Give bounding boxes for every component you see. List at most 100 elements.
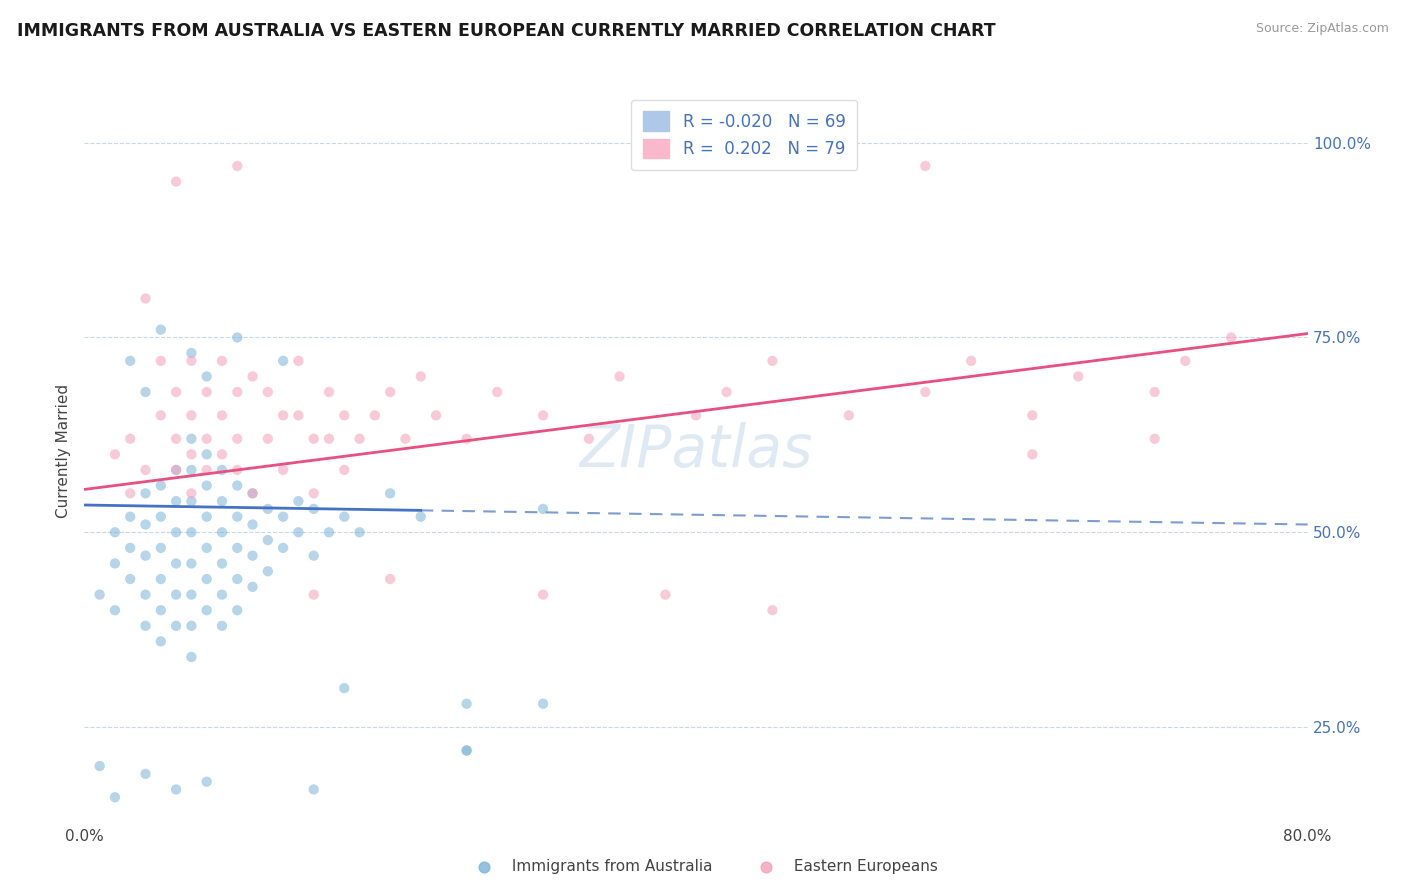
Point [271, 409, 294, 423]
Text: ZIPatlas: ZIPatlas [579, 422, 813, 479]
Point [195, 369, 218, 384]
Point [318, 525, 340, 540]
Point [226, 432, 249, 446]
Point [149, 354, 172, 368]
Point [226, 384, 249, 399]
Point [456, 743, 478, 757]
Point [318, 432, 340, 446]
Point [1021, 409, 1043, 423]
Point [165, 588, 187, 602]
Point [302, 549, 325, 563]
Point [1067, 369, 1090, 384]
Point [654, 588, 676, 602]
Point [761, 603, 783, 617]
Point [165, 619, 187, 633]
Point [287, 354, 309, 368]
Point [135, 292, 157, 306]
Point [287, 409, 309, 423]
Point [180, 619, 202, 633]
Point [211, 619, 233, 633]
Point [242, 580, 264, 594]
Point [180, 525, 202, 540]
Point [242, 517, 264, 532]
Point [394, 432, 416, 446]
Point [302, 486, 325, 500]
Point [104, 790, 127, 805]
Point [242, 369, 264, 384]
Point [120, 509, 142, 524]
Point [578, 432, 600, 446]
Point [318, 384, 340, 399]
Point [149, 509, 172, 524]
Point [89, 759, 111, 773]
Point [104, 447, 127, 461]
Point [486, 384, 509, 399]
Point [211, 557, 233, 571]
Point [135, 588, 157, 602]
Point [195, 447, 218, 461]
Text: IMMIGRANTS FROM AUSTRALIA VS EASTERN EUROPEAN CURRENTLY MARRIED CORRELATION CHAR: IMMIGRANTS FROM AUSTRALIA VS EASTERN EUR… [17, 22, 995, 40]
Point [226, 330, 249, 344]
Point [1220, 330, 1243, 344]
Point [1143, 432, 1166, 446]
Point [149, 572, 172, 586]
Legend: R = -0.020   N = 69, R =  0.202   N = 79: R = -0.020 N = 69, R = 0.202 N = 79 [631, 100, 858, 169]
Point [180, 588, 202, 602]
Point [149, 478, 172, 492]
Point [409, 369, 432, 384]
Point [135, 463, 157, 477]
Point [242, 549, 264, 563]
Point [180, 409, 202, 423]
Point [195, 603, 218, 617]
Point [180, 463, 202, 477]
Point [165, 384, 187, 399]
Point [287, 525, 309, 540]
Point [135, 486, 157, 500]
Point [211, 354, 233, 368]
Point [165, 463, 187, 477]
Point [1143, 384, 1166, 399]
Point [425, 409, 447, 423]
Point [135, 767, 157, 781]
Point [165, 557, 187, 571]
Point [211, 463, 233, 477]
Point [195, 463, 218, 477]
Point [716, 384, 738, 399]
Point [120, 486, 142, 500]
Legend:  Immigrants from Australia,  Eastern Europeans: Immigrants from Australia, Eastern Europ… [463, 853, 943, 880]
Point [165, 175, 187, 189]
Point [333, 509, 356, 524]
Point [149, 603, 172, 617]
Point [409, 509, 432, 524]
Point [165, 525, 187, 540]
Point [149, 541, 172, 555]
Point [1021, 447, 1043, 461]
Point [257, 502, 280, 516]
Point [456, 432, 478, 446]
Point [180, 494, 202, 508]
Point [287, 494, 309, 508]
Point [302, 432, 325, 446]
Point [242, 486, 264, 500]
Point [165, 463, 187, 477]
Point [333, 463, 356, 477]
Point [456, 697, 478, 711]
Y-axis label: Currently Married: Currently Married [56, 384, 72, 517]
Point [960, 354, 983, 368]
Point [226, 572, 249, 586]
Point [609, 369, 631, 384]
Point [211, 494, 233, 508]
Point [195, 541, 218, 555]
Point [761, 354, 783, 368]
Point [242, 486, 264, 500]
Point [349, 432, 371, 446]
Point [838, 409, 860, 423]
Point [149, 409, 172, 423]
Point [226, 478, 249, 492]
Point [104, 525, 127, 540]
Point [195, 774, 218, 789]
Point [135, 549, 157, 563]
Point [271, 509, 294, 524]
Point [180, 432, 202, 446]
Point [349, 525, 371, 540]
